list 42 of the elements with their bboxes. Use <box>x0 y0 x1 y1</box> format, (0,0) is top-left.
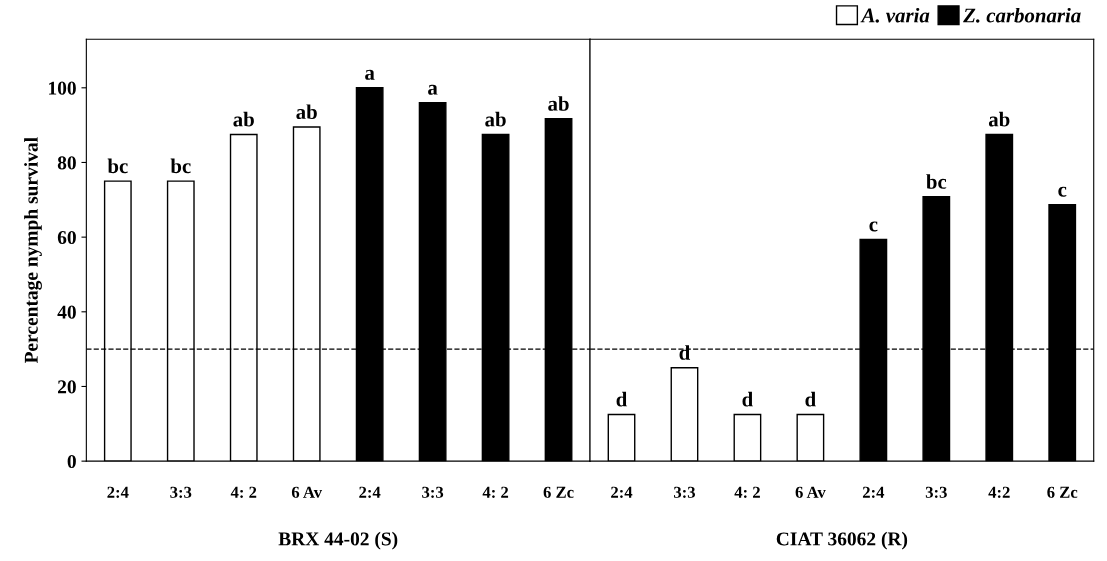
x-tick-label: 2:4 <box>862 486 885 498</box>
data-label: d <box>742 391 753 407</box>
x-axis-title: BRX 44-02 (S) <box>278 531 398 550</box>
y-tick-label: 60 <box>57 230 76 245</box>
x-tick-label: 3:3 <box>170 486 192 498</box>
data-label: d <box>616 391 628 407</box>
x-tick-label: 4:2 <box>988 486 1010 498</box>
legend-label: Z. carbonaria <box>963 7 1081 23</box>
x-tick-label: 2:4 <box>611 486 633 498</box>
legend-label: A. varia <box>860 7 930 23</box>
x-tick-label: 6 Zc <box>1047 486 1078 498</box>
x-tick-label: 6 Zc <box>543 486 574 498</box>
data-label: a <box>365 69 375 80</box>
data-label: bc <box>170 158 191 174</box>
x-tick-label: 2:4 <box>359 486 381 498</box>
x-tick-label: 6 Av <box>795 486 826 498</box>
y-tick-label: 20 <box>58 380 76 394</box>
y-tick-label: 40 <box>57 305 76 319</box>
x-tick-label: 3:3 <box>925 486 947 498</box>
x-tick-label: 3:3 <box>673 486 696 498</box>
data-label: ab <box>233 111 254 127</box>
data-label: d <box>805 391 816 407</box>
data-label: ab <box>548 96 569 111</box>
y-tick-label: 80 <box>57 156 76 170</box>
y-axis-title: Percentage nymph survival <box>24 137 42 364</box>
x-tick-label: 6 Av <box>291 486 323 498</box>
data-label: c <box>869 221 878 232</box>
y-tick-label: 0 <box>67 454 76 469</box>
x-tick-label: 4: 2 <box>230 486 257 498</box>
y-tick-label: 100 <box>49 81 76 95</box>
x-axis-title: CIAT 36062 (R) <box>776 531 908 550</box>
data-label: c <box>1058 186 1067 197</box>
data-label: bc <box>107 158 128 174</box>
x-tick-label: 4: 2 <box>734 486 760 498</box>
data-label: a <box>428 84 438 95</box>
data-label: bc <box>926 174 947 189</box>
data-label: ab <box>485 111 506 127</box>
x-tick-label: 3:3 <box>422 486 444 498</box>
data-label: ab <box>296 104 317 120</box>
x-tick-label: 4: 2 <box>482 486 509 498</box>
data-label: ab <box>988 111 1010 127</box>
x-tick-label: 2:4 <box>107 486 129 498</box>
